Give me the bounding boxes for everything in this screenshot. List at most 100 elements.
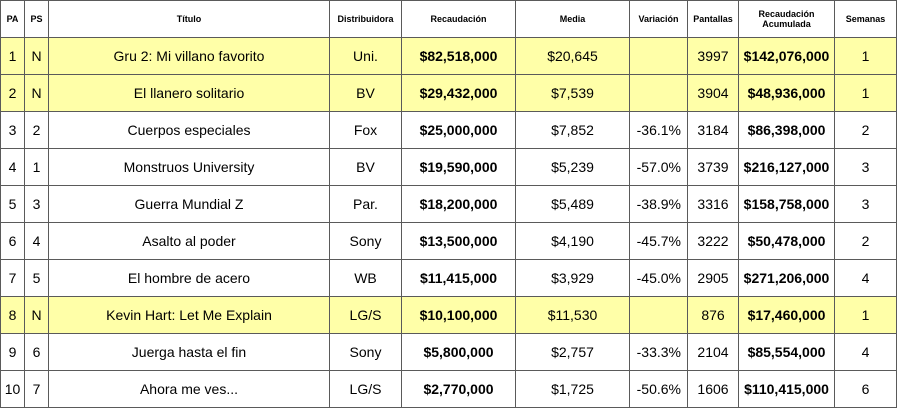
cell-weeks: 2	[834, 111, 897, 149]
cell-title: Ahora me ves...	[48, 370, 330, 408]
cell-current-rank: 1	[0, 37, 25, 75]
table-row: 3 2 Cuerpos especiales Fox $25,000,000 $7,852…	[0, 111, 897, 149]
cell-distributor: WB	[329, 259, 402, 297]
cell-current-rank: 3	[0, 111, 25, 149]
cell-distributor: BV	[329, 74, 402, 112]
cell-distributor: Sony	[329, 333, 402, 371]
table-row: 2 N El llanero solitario BV $29,432,000 $7,53…	[0, 74, 897, 112]
cell-total-gross: $50,478,000	[738, 222, 835, 260]
cell-total-gross: $216,127,000	[738, 148, 835, 186]
cell-distributor: Par.	[329, 185, 402, 223]
cell-current-rank: 6	[0, 222, 25, 260]
cell-title: Monstruos University	[48, 148, 330, 186]
cell-gross: $13,500,000	[401, 222, 516, 260]
table-row: 6 4 Asalto al poder Sony $13,500,000 $4,190 -4…	[0, 222, 897, 260]
table-row: 8 N Kevin Hart: Let Me Explain LG/S $10,100,…	[0, 296, 897, 334]
cell-weeks: 4	[834, 333, 897, 371]
cell-previous-rank: 4	[24, 222, 49, 260]
table-body: 1 N Gru 2: Mi villano favorito Uni. $82,518,…	[0, 37, 897, 408]
cell-current-rank: 5	[0, 185, 25, 223]
cell-gross: $2,770,000	[401, 370, 516, 408]
cell-change	[629, 296, 688, 334]
cell-average: $20,645	[515, 37, 630, 75]
cell-distributor: Sony	[329, 222, 402, 260]
header-weeks: Semanas	[834, 0, 897, 38]
cell-screens: 3904	[687, 74, 739, 112]
cell-weeks: 2	[834, 222, 897, 260]
table-row: 7 5 El hombre de acero WB $11,415,000 $3,929-…	[0, 259, 897, 297]
cell-average: $7,852	[515, 111, 630, 149]
cell-current-rank: 8	[0, 296, 25, 334]
cell-change: -36.1%	[629, 111, 688, 149]
cell-distributor: LG/S	[329, 296, 402, 334]
cell-average: $11,530	[515, 296, 630, 334]
cell-weeks: 1	[834, 296, 897, 334]
cell-screens: 1606	[687, 370, 739, 408]
cell-title: El llanero solitario	[48, 74, 330, 112]
cell-change	[629, 74, 688, 112]
header-title: Título	[48, 0, 330, 38]
cell-current-rank: 7	[0, 259, 25, 297]
cell-current-rank: 2	[0, 74, 25, 112]
cell-previous-rank: 7	[24, 370, 49, 408]
cell-screens: 3222	[687, 222, 739, 260]
cell-total-gross: $110,415,000	[738, 370, 835, 408]
cell-weeks: 1	[834, 37, 897, 75]
cell-title: Gru 2: Mi villano favorito	[48, 37, 330, 75]
cell-screens: 876	[687, 296, 739, 334]
header-total: Recaudación Acumulada	[738, 0, 835, 38]
cell-average: $1,725	[515, 370, 630, 408]
cell-previous-rank: 1	[24, 148, 49, 186]
cell-average: $5,239	[515, 148, 630, 186]
cell-screens: 3997	[687, 37, 739, 75]
cell-total-gross: $142,076,000	[738, 37, 835, 75]
header-average: Media	[515, 0, 630, 38]
cell-total-gross: $271,206,000	[738, 259, 835, 297]
cell-screens: 2905	[687, 259, 739, 297]
cell-gross: $19,590,000	[401, 148, 516, 186]
cell-previous-rank: 2	[24, 111, 49, 149]
cell-gross: $18,200,000	[401, 185, 516, 223]
cell-change: -38.9%	[629, 185, 688, 223]
cell-change: -33.3%	[629, 333, 688, 371]
cell-distributor: Fox	[329, 111, 402, 149]
cell-previous-rank: 3	[24, 185, 49, 223]
cell-average: $4,190	[515, 222, 630, 260]
cell-change: -45.7%	[629, 222, 688, 260]
cell-current-rank: 9	[0, 333, 25, 371]
header-row: PA PS Título Distribuidora Recaudación M…	[0, 0, 897, 38]
cell-total-gross: $85,554,000	[738, 333, 835, 371]
cell-title: Juerga hasta el fin	[48, 333, 330, 371]
cell-title: Cuerpos especiales	[48, 111, 330, 149]
cell-distributor: Uni.	[329, 37, 402, 75]
table-row: 5 3 Guerra Mundial Z Par. $18,200,000 $5,489-…	[0, 185, 897, 223]
header-gross: Recaudación	[401, 0, 516, 38]
cell-title: Kevin Hart: Let Me Explain	[48, 296, 330, 334]
cell-title: Guerra Mundial Z	[48, 185, 330, 223]
cell-gross: $10,100,000	[401, 296, 516, 334]
cell-previous-rank: N	[24, 37, 49, 75]
cell-change: -57.0%	[629, 148, 688, 186]
cell-average: $7,539	[515, 74, 630, 112]
table-row: 4 1 Monstruos University BV $19,590,000 $5,23…	[0, 148, 897, 186]
header-total-line2: Acumulada	[762, 19, 811, 29]
cell-total-gross: $158,758,000	[738, 185, 835, 223]
cell-gross: $29,432,000	[401, 74, 516, 112]
cell-total-gross: $86,398,000	[738, 111, 835, 149]
cell-distributor: BV	[329, 148, 402, 186]
cell-change: -45.0%	[629, 259, 688, 297]
header-pa: PA	[0, 0, 25, 38]
cell-previous-rank: 6	[24, 333, 49, 371]
cell-weeks: 6	[834, 370, 897, 408]
cell-title: Asalto al poder	[48, 222, 330, 260]
cell-gross: $11,415,000	[401, 259, 516, 297]
cell-weeks: 3	[834, 185, 897, 223]
cell-total-gross: $17,460,000	[738, 296, 835, 334]
cell-change	[629, 37, 688, 75]
cell-screens: 3316	[687, 185, 739, 223]
header-distributor: Distribuidora	[329, 0, 402, 38]
cell-previous-rank: 5	[24, 259, 49, 297]
cell-screens: 3184	[687, 111, 739, 149]
cell-title: El hombre de acero	[48, 259, 330, 297]
